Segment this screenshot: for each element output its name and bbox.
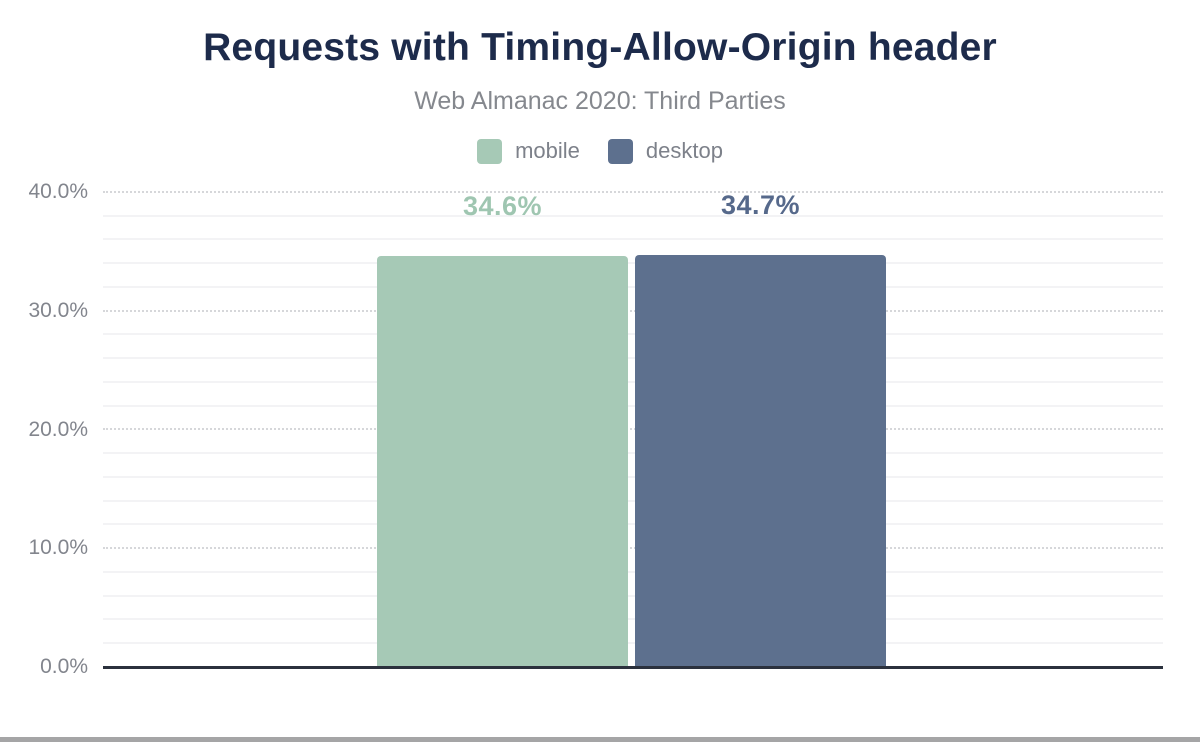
chart-title: Requests with Timing-Allow-Origin header — [203, 26, 997, 69]
bar-value-label-desktop: 34.7% — [720, 190, 801, 220]
minor-gridline — [103, 215, 1163, 217]
y-tick-label: 30.0% — [28, 298, 88, 322]
minor-gridline — [103, 595, 1163, 597]
y-tick-label: 0.0% — [40, 655, 88, 678]
minor-gridline — [103, 262, 1163, 264]
legend-label-desktop: desktop — [645, 138, 723, 163]
legend-item-mobile: mobile — [477, 138, 580, 164]
y-axis: 0.0% 10.0% 20.0% 30.0% 40.0% — [0, 0, 88, 742]
major-gridline — [103, 191, 1163, 193]
chart-legend: mobile desktop — [0, 138, 1200, 164]
minor-gridline — [103, 500, 1163, 502]
major-gridline — [103, 547, 1163, 549]
legend-label-mobile: mobile — [515, 138, 580, 163]
minor-gridline — [103, 405, 1163, 407]
bar-value-label-mobile: 34.6% — [462, 191, 543, 221]
chart-subtitle: Web Almanac 2020: Third Parties — [414, 87, 786, 115]
legend-item-desktop: desktop — [607, 138, 723, 164]
y-tick-label: 10.0% — [28, 536, 88, 560]
minor-gridline — [103, 238, 1163, 240]
minor-gridline — [103, 333, 1163, 335]
minor-gridline — [103, 286, 1163, 288]
bottom-divider — [0, 737, 1200, 742]
y-tick-label: 40.0% — [28, 180, 88, 203]
minor-gridline — [103, 381, 1163, 383]
minor-gridline — [103, 618, 1163, 620]
minor-gridline — [103, 357, 1163, 359]
major-gridline — [103, 428, 1163, 430]
plot-area: 34.6% 34.7% — [103, 190, 1163, 669]
legend-swatch-mobile — [477, 138, 503, 164]
bar-mobile[interactable] — [377, 256, 628, 667]
minor-gridline — [103, 642, 1163, 644]
bar-desktop[interactable] — [635, 255, 886, 667]
major-gridline — [103, 310, 1163, 312]
legend-swatch-desktop — [607, 138, 633, 164]
x-axis-line — [103, 666, 1163, 669]
minor-gridline — [103, 571, 1163, 573]
minor-gridline — [103, 476, 1163, 478]
minor-gridline — [103, 452, 1163, 454]
y-tick-label: 20.0% — [28, 417, 88, 441]
minor-gridline — [103, 523, 1163, 525]
